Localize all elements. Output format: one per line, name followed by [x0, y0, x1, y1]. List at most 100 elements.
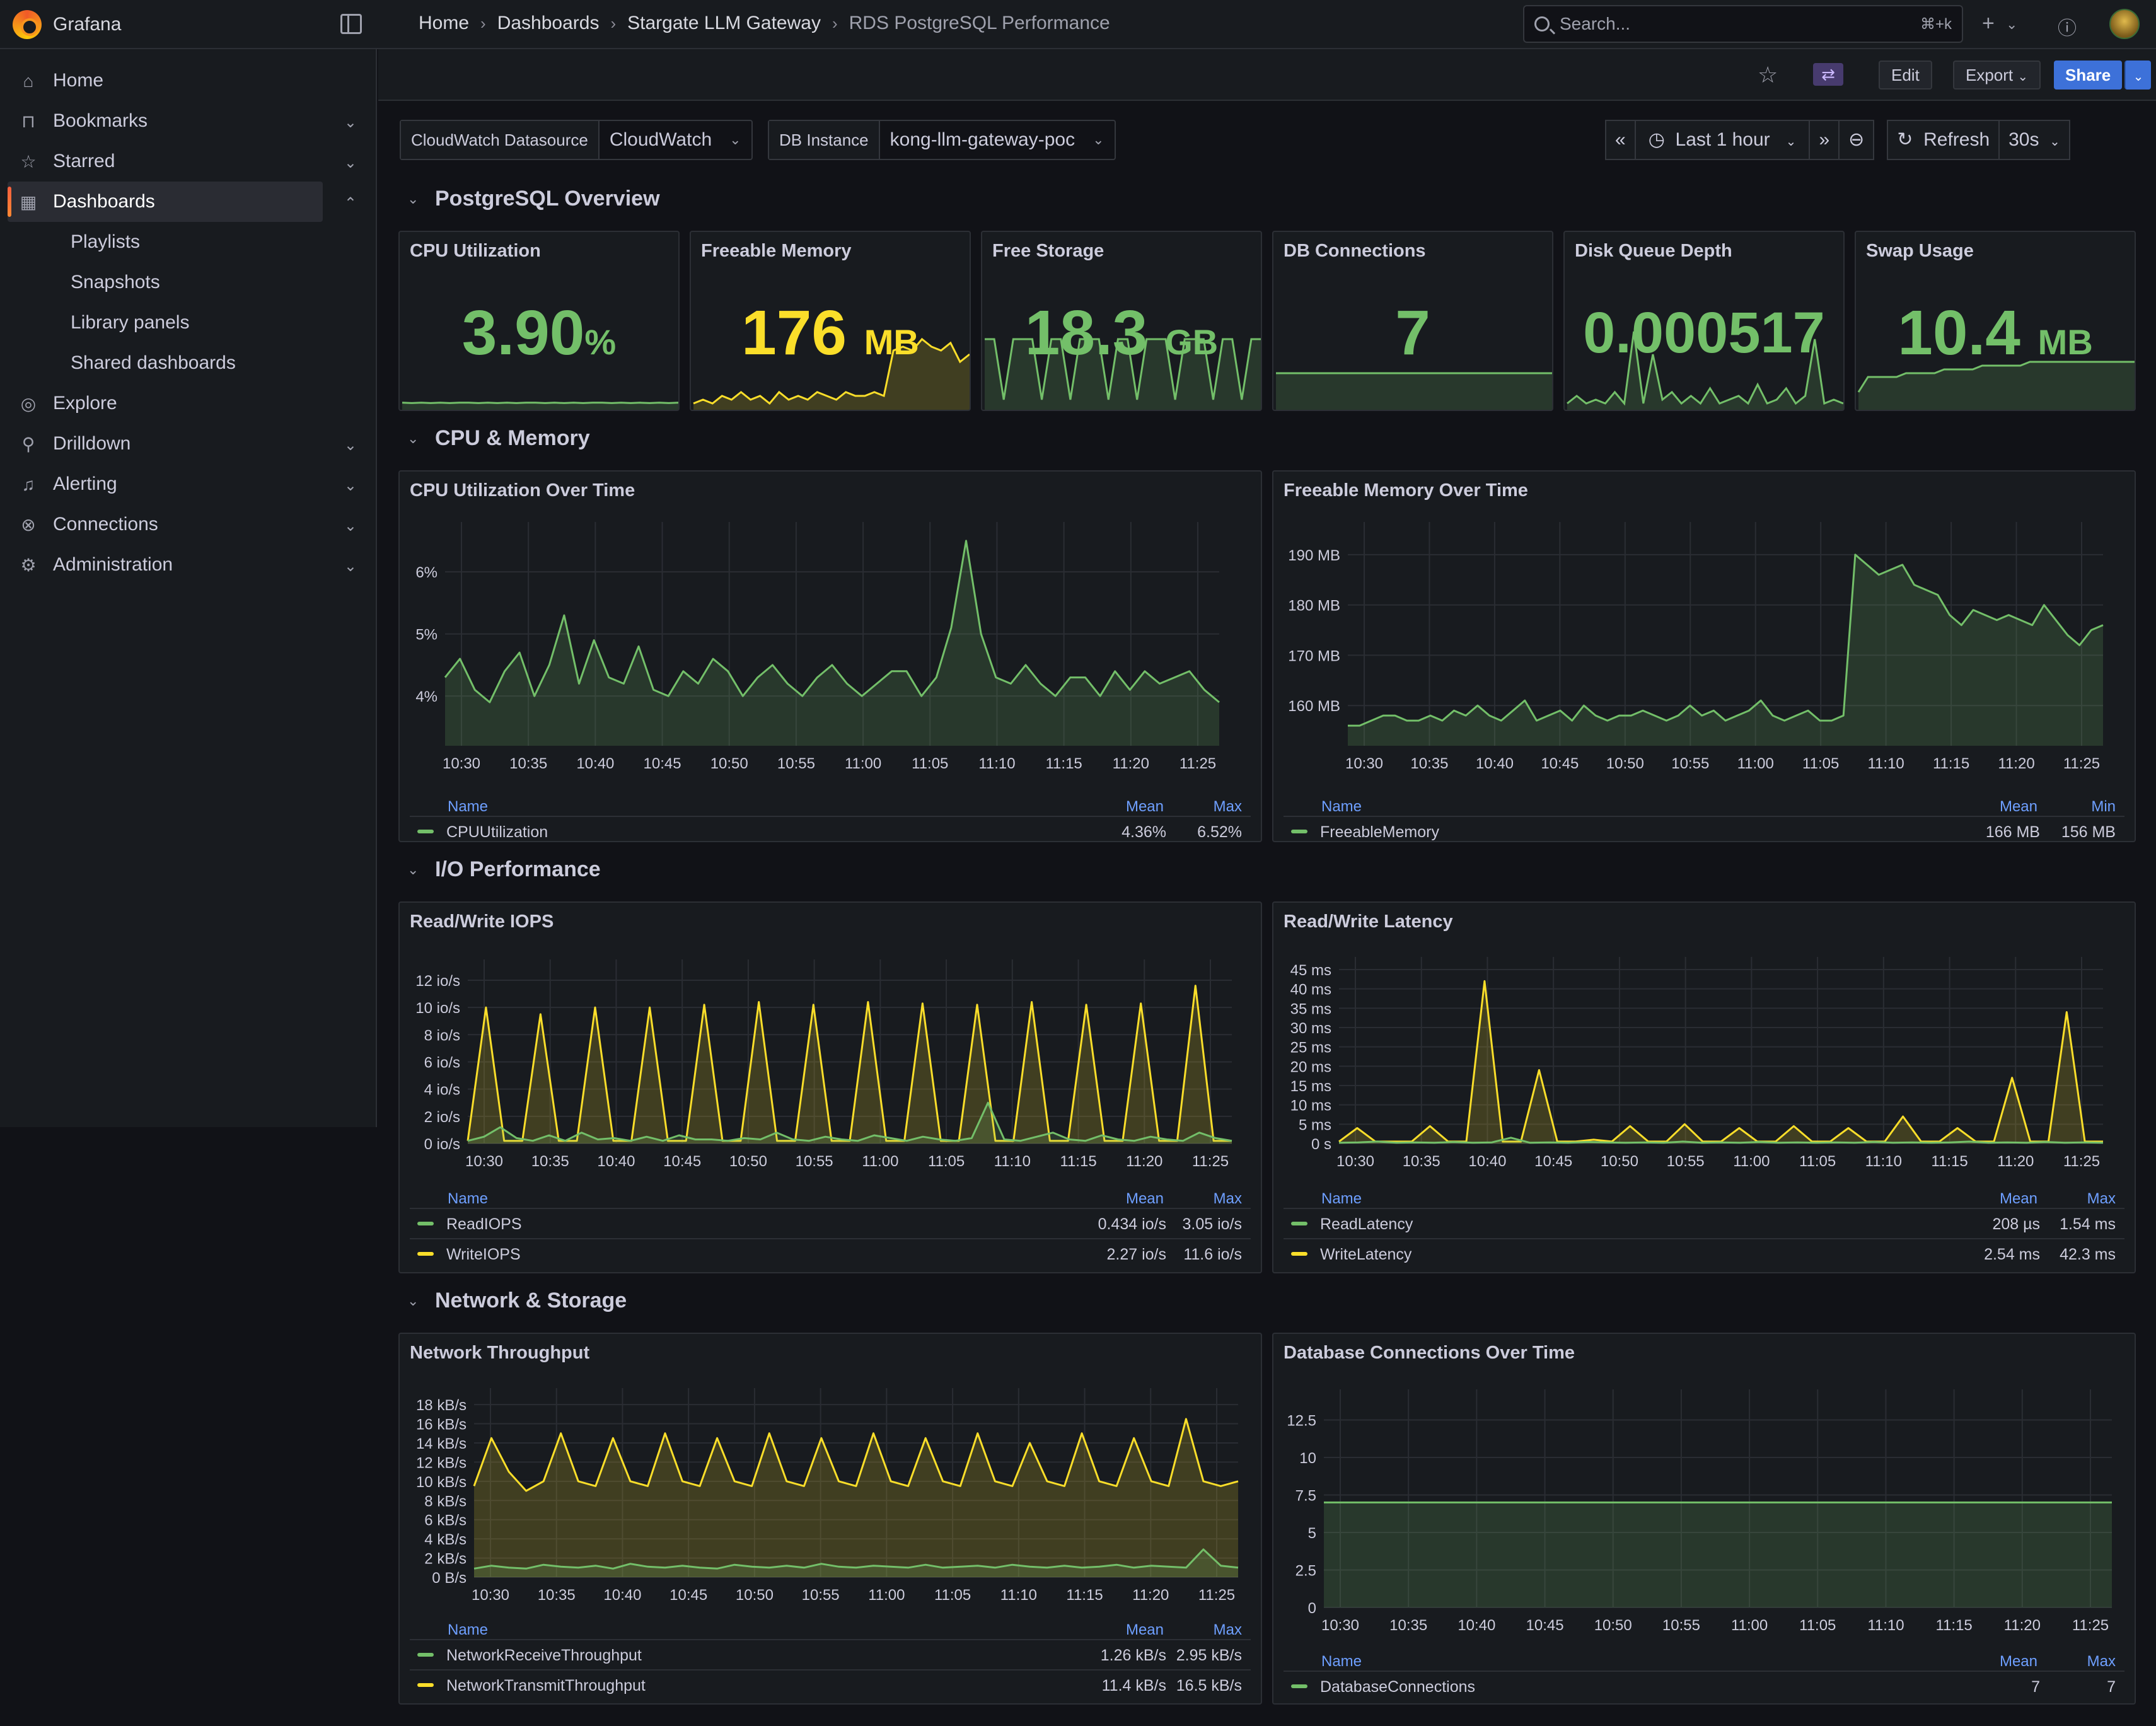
zoom-out-button[interactable]: ⊖	[1838, 120, 1875, 160]
chevron-down-icon[interactable]: ⌄	[344, 437, 357, 454]
panel-title: Freeable Memory Over Time	[1284, 480, 1528, 501]
legend-header-max[interactable]: Max	[1213, 798, 1242, 815]
sidebar-subitem-library-panels[interactable]: Library panels	[71, 312, 190, 333]
panel-database-connections-over-time[interactable]: Database Connections Over Time 0 2.5 5 7.5 1…	[1272, 1333, 2136, 1705]
db-instance-select[interactable]: kong-llm-gateway-poc ⌄	[880, 121, 1115, 159]
sidebar-item-bookmarks[interactable]: ⊓ Bookmarks ⌄	[0, 101, 377, 141]
legend-header-max[interactable]: Max	[2087, 1190, 2116, 1207]
chevron-down-icon[interactable]: ⌄	[344, 114, 357, 131]
x-tick-label: 10:55	[1671, 755, 1709, 772]
legend-header-mean[interactable]: Mean	[1125, 798, 1164, 815]
stat-panel-disk-queue-depth[interactable]: Disk Queue Depth 0.000517	[1563, 231, 1845, 411]
avatar[interactable]	[2109, 9, 2140, 39]
search-input[interactable]: Search... ⌘+k	[1523, 5, 1963, 43]
sidebar-item-starred[interactable]: ☆ Starred ⌄	[0, 141, 377, 182]
breadcrumb-dashboards[interactable]: Dashboards	[497, 13, 600, 33]
stat-panel-freeable-memory[interactable]: Freeable Memory 176 MB	[690, 231, 971, 411]
help-icon[interactable]: ⓘ	[2058, 18, 2077, 39]
chevron-down-icon[interactable]: ⌄	[344, 477, 357, 494]
stat-panel-swap-usage[interactable]: Swap Usage 10.4 MB	[1855, 231, 2136, 411]
breadcrumb-folder[interactable]: Stargate LLM Gateway	[627, 13, 821, 33]
legend-header-mean[interactable]: Mean	[1999, 1653, 2037, 1670]
legend-row[interactable]: FreeableMemory 166 MB 156 MB	[1284, 816, 2124, 841]
legend-swatch	[417, 1222, 434, 1225]
legend-value: 7	[2107, 1678, 2116, 1696]
time-range-picker[interactable]: ◷ Last 1 hour ⌄	[1634, 120, 1811, 160]
panel-title: Free Storage	[992, 241, 1104, 261]
edit-button[interactable]: Edit	[1879, 61, 1932, 90]
legend-header-name[interactable]: Name	[448, 798, 489, 815]
panel-read-write-latency[interactable]: Read/Write Latency 0 s 5 ms 10 ms 15 ms 20 m…	[1272, 901, 2136, 1273]
x-tick-label: 10:40	[1468, 1153, 1506, 1170]
legend-row[interactable]: ReadIOPS 0.434 io/s 3.05 io/s	[410, 1208, 1251, 1237]
legend-header-name[interactable]: Name	[448, 1190, 489, 1207]
legend-row[interactable]: CPUUtilization 4.36% 6.52%	[410, 816, 1251, 841]
legend-header-name[interactable]: Name	[1321, 798, 1362, 815]
legend-row[interactable]: ReadLatency 208 µs 1.54 ms	[1284, 1208, 2124, 1237]
legend-header-max[interactable]: Max	[2087, 1653, 2116, 1670]
chevron-down-icon[interactable]: ⌄	[344, 518, 357, 535]
sidebar-item-home[interactable]: ⌂ Home	[0, 61, 377, 101]
legend-value: 3.05 io/s	[1182, 1215, 1242, 1233]
legend-header-name[interactable]: Name	[1321, 1190, 1362, 1207]
time-forward-button[interactable]: »	[1809, 120, 1840, 160]
legend-header-name[interactable]: Name	[1321, 1653, 1362, 1670]
chevron-down-icon[interactable]: ⌄	[2006, 16, 2018, 32]
row-postgresql-overview[interactable]: ⌄ PostgreSQL Overview	[407, 187, 660, 211]
sidebar-item-connections[interactable]: ⊗ Connections ⌄	[0, 504, 377, 545]
sidebar-item-dashboards[interactable]: ▦ Dashboards ⌃	[8, 182, 357, 222]
legend-row[interactable]: WriteIOPS 2.27 io/s 11.6 io/s	[410, 1238, 1251, 1267]
chevron-down-icon[interactable]: ⌄	[344, 154, 357, 171]
panel-network-throughput[interactable]: Network Throughput 0 B/s 2 kB/s 4 kB/s 6 kB…	[398, 1333, 1262, 1705]
legend-header-mean[interactable]: Mean	[1125, 1621, 1164, 1638]
sidebar-item-explore[interactable]: ◎ Explore	[0, 383, 377, 424]
sidebar-subitem-shared-dashboards[interactable]: Shared dashboards	[71, 352, 236, 373]
row-cpu-memory[interactable]: ⌄ CPU & Memory	[407, 426, 590, 451]
plus-icon[interactable]: +	[1982, 11, 1995, 35]
sidebar-item-drilldown[interactable]: ⚲ Drilldown ⌄	[0, 424, 377, 464]
panel-title: Network Throughput	[410, 1343, 590, 1363]
row-io-performance[interactable]: ⌄ I/O Performance	[407, 857, 601, 882]
stat-panel-db-connections[interactable]: DB Connections 7	[1272, 231, 1553, 411]
legend-header-max[interactable]: Max	[1213, 1621, 1242, 1638]
datasource-select[interactable]: CloudWatch ⌄	[600, 121, 751, 159]
row-network-storage[interactable]: ⌄ Network & Storage	[407, 1289, 627, 1313]
legend-row[interactable]: WriteLatency 2.54 ms 42.3 ms	[1284, 1238, 2124, 1267]
y-tick-label: 180 MB	[1288, 598, 1340, 615]
refresh-interval-select[interactable]: 30s ⌄	[1998, 120, 2070, 160]
sparkline-area	[402, 402, 678, 410]
chevron-down-icon[interactable]: ⌄	[344, 558, 357, 575]
legend-header-min[interactable]: Min	[2091, 798, 2116, 815]
time-back-button[interactable]: «	[1605, 120, 1636, 160]
panel-freeable-memory-over-time[interactable]: Freeable Memory Over Time 160 MB 170 MB 18…	[1272, 470, 2136, 842]
legend-header-mean[interactable]: Mean	[1125, 1190, 1164, 1207]
dock-menu-icon[interactable]	[340, 14, 362, 34]
legend-row[interactable]: NetworkTransmitThroughput 11.4 kB/s 16.5 k…	[410, 1669, 1251, 1698]
refresh-button[interactable]: ↻ Refresh	[1887, 120, 2000, 160]
legend-header-mean[interactable]: Mean	[1999, 798, 2037, 815]
panel-read-write-iops[interactable]: Read/Write IOPS 0 io/s 2 io/s 4 io/s 6 io/s…	[398, 901, 1262, 1273]
share-menu-button[interactable]: ⌄	[2124, 61, 2151, 90]
sidebar-item-alerting[interactable]: ♫ Alerting ⌄	[0, 464, 377, 504]
stat-panel-cpu[interactable]: CPU Utilization 3.90%	[398, 231, 680, 411]
sidebar-subitem-playlists[interactable]: Playlists	[71, 231, 141, 252]
legend-header-max[interactable]: Max	[1213, 1190, 1242, 1207]
legend-header-mean[interactable]: Mean	[1999, 1190, 2037, 1207]
breadcrumb-home[interactable]: Home	[419, 13, 470, 33]
legend-row[interactable]: DatabaseConnections 7 7	[1284, 1671, 2124, 1700]
sidebar-subitem-snapshots[interactable]: Snapshots	[71, 272, 160, 292]
legend-header-name[interactable]: Name	[448, 1621, 489, 1638]
chevron-up-icon[interactable]: ⌃	[344, 195, 357, 212]
stat-panel-free-storage[interactable]: Free Storage 18.3 GB	[981, 231, 1262, 411]
legend-value: 2.27 io/s	[1106, 1246, 1166, 1263]
legend-row[interactable]: NetworkReceiveThroughput 1.26 kB/s 2.95 kB…	[410, 1639, 1251, 1668]
export-button[interactable]: Export ⌄	[1953, 61, 2041, 90]
x-tick-label: 10:35	[1410, 755, 1448, 772]
share-button[interactable]: Share	[2054, 61, 2123, 90]
panel-cpu-over-time[interactable]: CPU Utilization Over Time 4% 5% 6% 10:30 10:…	[398, 470, 1262, 842]
sidebar-item-administration[interactable]: ⚙ Administration ⌄	[0, 545, 377, 585]
series-line	[1338, 980, 2103, 1143]
star-icon[interactable]: ☆	[1758, 62, 1778, 88]
swap-icon[interactable]: ⇄	[1813, 63, 1843, 86]
brand[interactable]: Grafana	[13, 10, 121, 39]
